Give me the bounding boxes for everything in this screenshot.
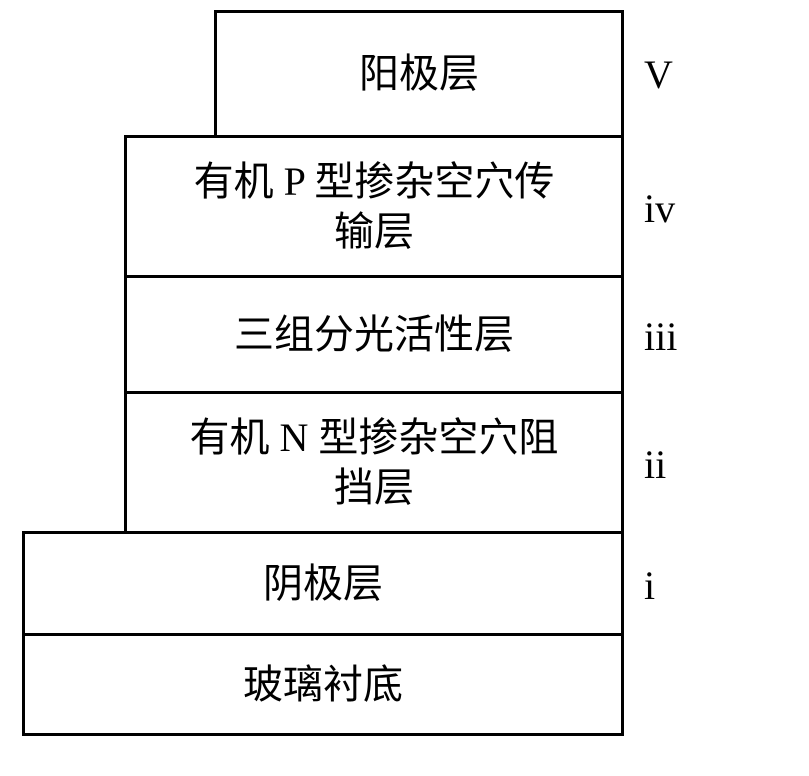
layer-p-doped-htl-text: 有机 P 型掺杂空穴传输层	[137, 157, 611, 257]
layer-p-doped-htl: 有机 P 型掺杂空穴传输层	[124, 135, 624, 278]
layer-anode-text: 阳极层	[227, 49, 611, 99]
layer-active-text: 三组分光活性层	[137, 310, 611, 360]
layer-n-doped-hbl-text: 有机 N 型掺杂空穴阻挡层	[137, 413, 611, 513]
layer-p-doped-htl-roman-label: iv	[644, 138, 794, 278]
layer-n-doped-hbl-roman-label: ii	[644, 394, 794, 534]
layer-anode-roman-label: V	[644, 10, 794, 138]
layer-anode: 阳极层	[214, 10, 624, 138]
layer-cathode-roman-label: i	[644, 534, 794, 636]
layer-glass-text: 玻璃衬底	[35, 660, 611, 710]
layer-glass: 玻璃衬底	[22, 633, 624, 736]
layer-n-doped-hbl: 有机 N 型掺杂空穴阻挡层	[124, 391, 624, 534]
layer-cathode: 阴极层	[22, 531, 624, 636]
layer-cathode-text: 阴极层	[35, 559, 611, 609]
layer-active: 三组分光活性层	[124, 275, 624, 394]
layer-active-roman-label: iii	[644, 278, 794, 394]
